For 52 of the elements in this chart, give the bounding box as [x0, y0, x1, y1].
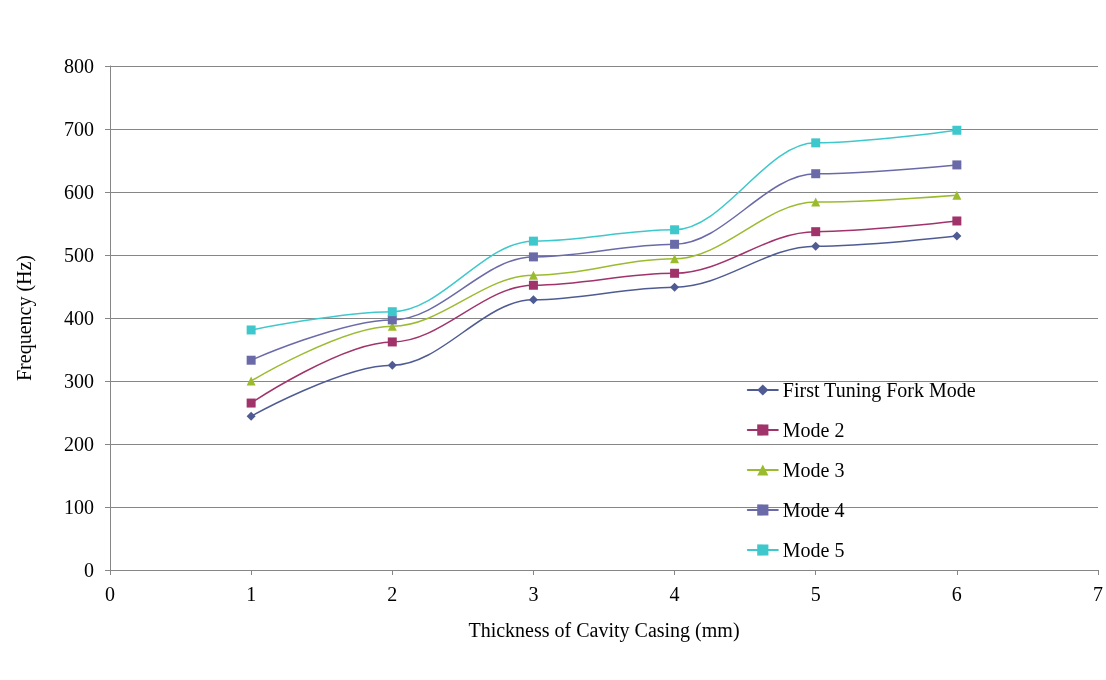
x-tick-label: 2	[387, 583, 398, 605]
point	[811, 169, 821, 179]
legend-label: Mode 4	[782, 499, 845, 521]
point	[670, 268, 680, 278]
point	[670, 254, 680, 264]
point	[528, 236, 538, 246]
y-tick-label: 800	[64, 55, 94, 77]
point	[246, 398, 256, 408]
x-tick-label: 0	[105, 583, 115, 605]
y-tick-label: 200	[64, 433, 94, 455]
y-tick-label: 700	[64, 118, 94, 140]
x-tick-label: 5	[810, 583, 821, 605]
point	[387, 307, 397, 317]
point	[952, 160, 962, 170]
x-tick-label: 1	[246, 583, 257, 605]
point	[528, 295, 538, 305]
y-tick-label: 400	[64, 307, 94, 329]
point	[811, 138, 821, 148]
legend-label: Mode 5	[782, 539, 845, 561]
y-tick-label: 0	[84, 559, 94, 581]
point	[246, 325, 256, 335]
y-tick-label: 100	[64, 496, 94, 518]
x-tick-label: 4	[669, 583, 680, 605]
legend-label: First Tuning Fork Mode	[782, 379, 976, 402]
point	[387, 360, 397, 370]
legend-label: Mode 2	[782, 419, 845, 441]
point	[952, 231, 962, 241]
point	[528, 270, 538, 280]
point	[670, 282, 680, 292]
point	[528, 280, 538, 290]
x-tick-label: 7	[1093, 583, 1103, 605]
point	[387, 337, 397, 347]
point	[670, 225, 680, 235]
y-tick-label: 500	[64, 244, 94, 266]
legend-label: Mode 3	[782, 459, 845, 481]
point	[246, 355, 256, 365]
point	[952, 190, 962, 200]
point	[952, 125, 962, 135]
y-axis-title: Frequency (Hz)	[13, 254, 36, 382]
x-tick-label: 6	[951, 583, 962, 605]
point	[246, 411, 256, 421]
x-tick-label: 3	[528, 583, 539, 605]
x-axis-title: Thickness of Cavity Casing (mm)	[468, 619, 740, 642]
y-tick-label: 600	[64, 181, 94, 203]
point	[952, 216, 962, 226]
point	[811, 241, 821, 251]
point	[246, 376, 256, 386]
point	[811, 227, 821, 237]
point	[811, 197, 821, 207]
point	[528, 252, 538, 262]
y-tick-label: 300	[64, 370, 94, 392]
point	[670, 239, 680, 249]
